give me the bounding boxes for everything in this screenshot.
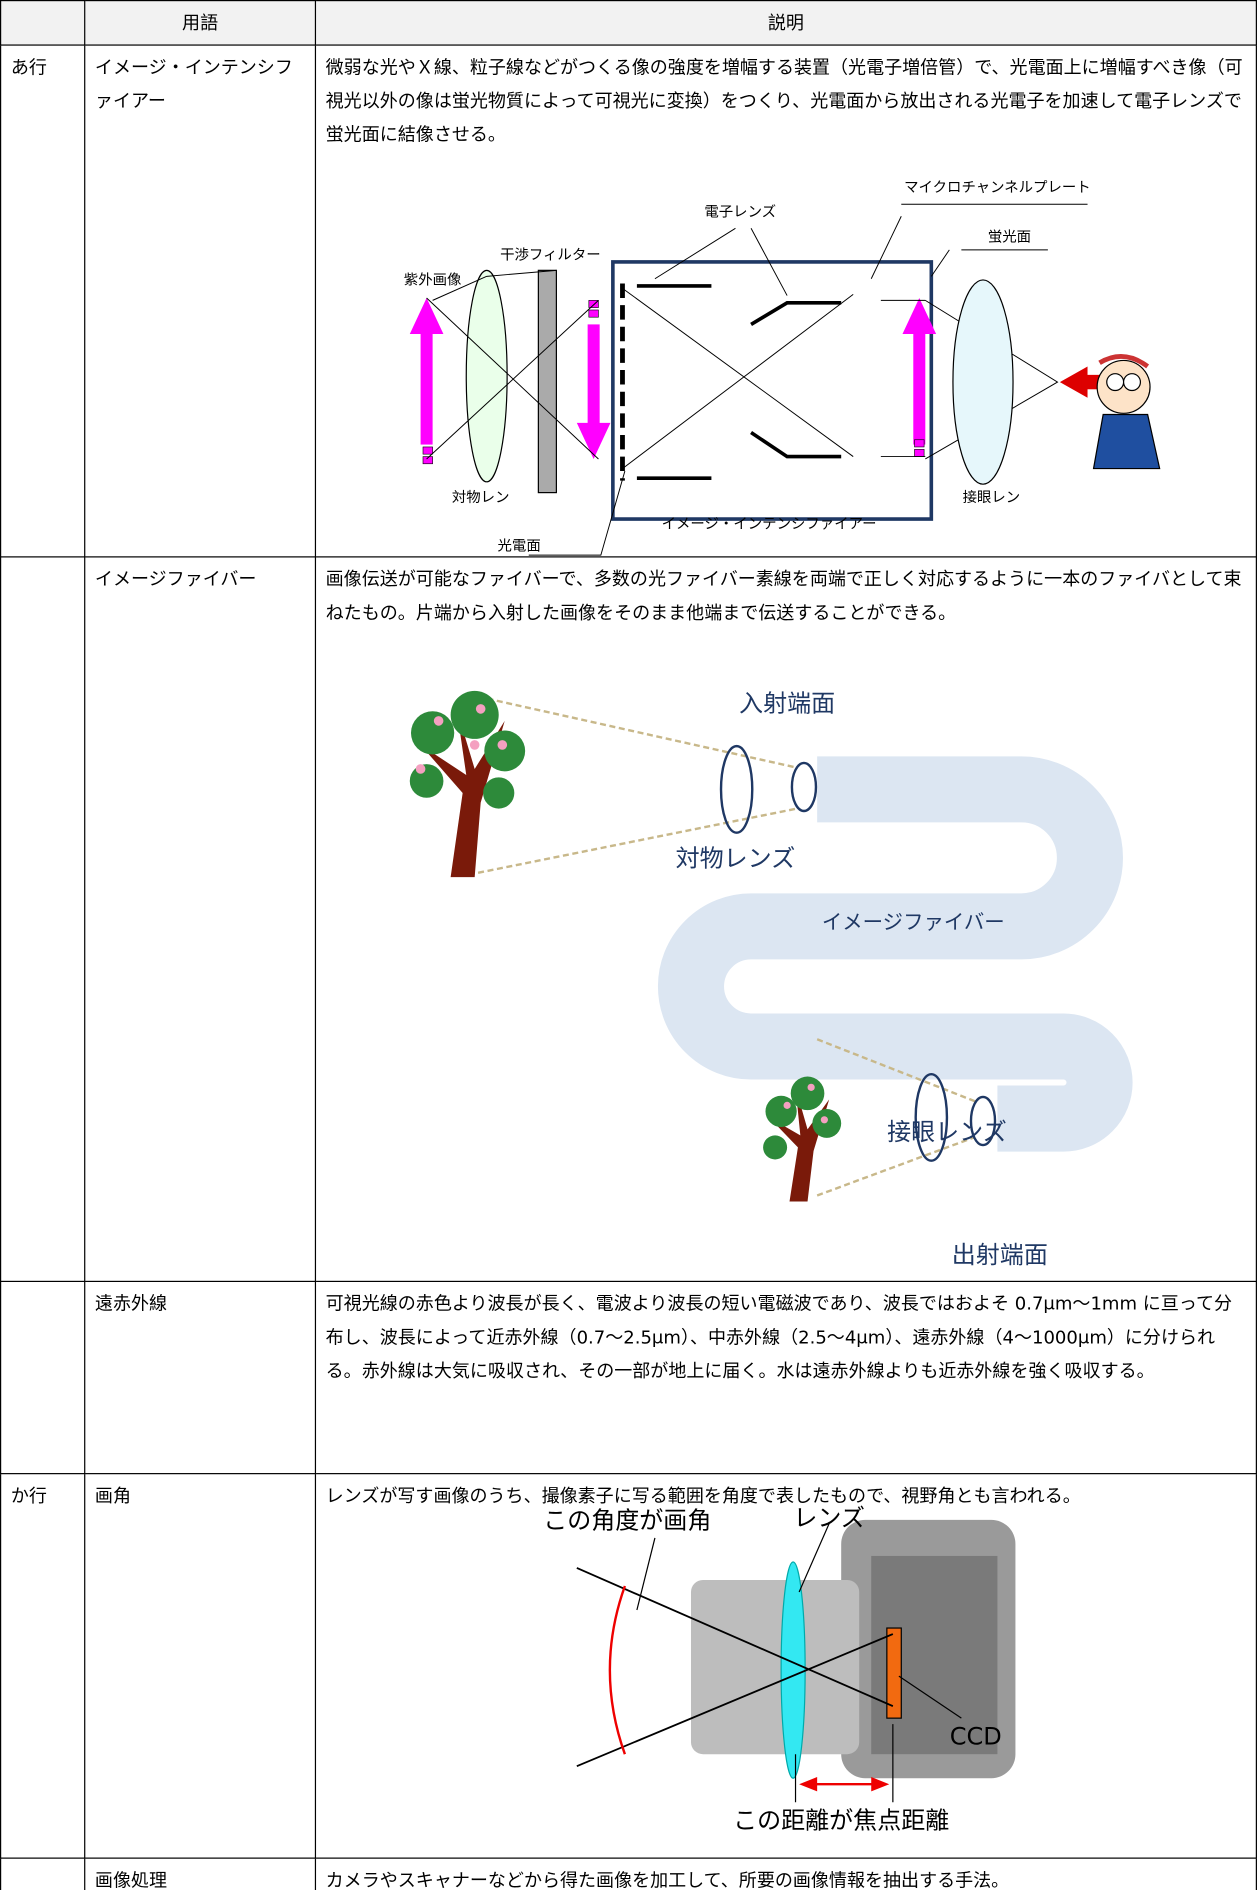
figure-label: この角度が画角 <box>543 1506 711 1534</box>
figure-label: 光電面 <box>498 537 541 554</box>
header-row: 用語 説明 <box>0 0 1257 46</box>
table-row: イメージファイバー 画像伝送が可能なファイバーで、多数の光ファイバー素線を両端で正… <box>0 556 1257 1283</box>
figure-label: 接眼レンズ <box>887 1118 1007 1146</box>
header-cell: 説明 <box>314 0 1257 46</box>
figure-label: 対物レン <box>452 489 510 506</box>
image-intensifier-figure <box>409 203 1161 556</box>
table-row: 画像処理 カメラやスキャナーなどから得た画像を加工して、所要の画像情報を抽出する手… <box>0 1857 1257 1890</box>
image-fiber-figure <box>409 690 1133 1202</box>
figure-label: イメージ・インテンシファイアー <box>662 517 877 533</box>
figure-label: 干渉フィルター <box>500 247 601 264</box>
term-cell: 画像処理 <box>84 1857 317 1890</box>
figure-label: 蛍光面 <box>988 229 1031 246</box>
figure-label: マイクロチャンネルプレート <box>904 179 1091 196</box>
table-row: か行 画角 レンズが写す画像のうち、撮像素子に写る範囲を角度で表したもので、視野角と… <box>0 1473 1257 1859</box>
description-cell: 可視光線の赤色より波長が長く、電波より波長の短い電磁波であり、波長ではおよそ 0… <box>314 1280 1257 1475</box>
figure-label: 電子レンズ <box>704 203 776 220</box>
group-cell: か行 <box>0 1473 86 1859</box>
term-cell: イメージファイバー <box>84 556 317 1283</box>
group-cell: あ行 <box>0 44 86 558</box>
figure-label: この距離が焦点距離 <box>733 1807 949 1835</box>
header-cell <box>0 0 86 46</box>
figure-label: 対物レンズ <box>676 844 796 872</box>
figure-label: レンズ <box>793 1504 865 1532</box>
figure-label: CCD <box>950 1723 1002 1751</box>
angle-of-view-figure <box>576 1519 1016 1803</box>
term-cell: イメージ・インテンシファイアー <box>84 44 317 558</box>
figure-label: 紫外画像 <box>404 272 462 289</box>
group-cell <box>0 556 86 1283</box>
figure-label: イメージファイバー <box>822 910 1005 934</box>
group-cell <box>0 1280 86 1475</box>
group-cell <box>0 1857 86 1890</box>
figure-label: 入射端面 <box>739 689 835 717</box>
table-row: 遠赤外線 可視光線の赤色より波長が長く、電波より波長の短い電磁波であり、波長ではお… <box>0 1280 1257 1475</box>
figure-label: 接眼レン <box>963 489 1021 506</box>
term-cell: 遠赤外線 <box>84 1280 317 1475</box>
figure-label: 出射端面 <box>952 1241 1048 1269</box>
description-cell: カメラやスキャナーなどから得た画像を加工して、所要の画像情報を抽出する手法。 <box>314 1857 1257 1890</box>
term-cell: 画角 <box>84 1473 317 1859</box>
